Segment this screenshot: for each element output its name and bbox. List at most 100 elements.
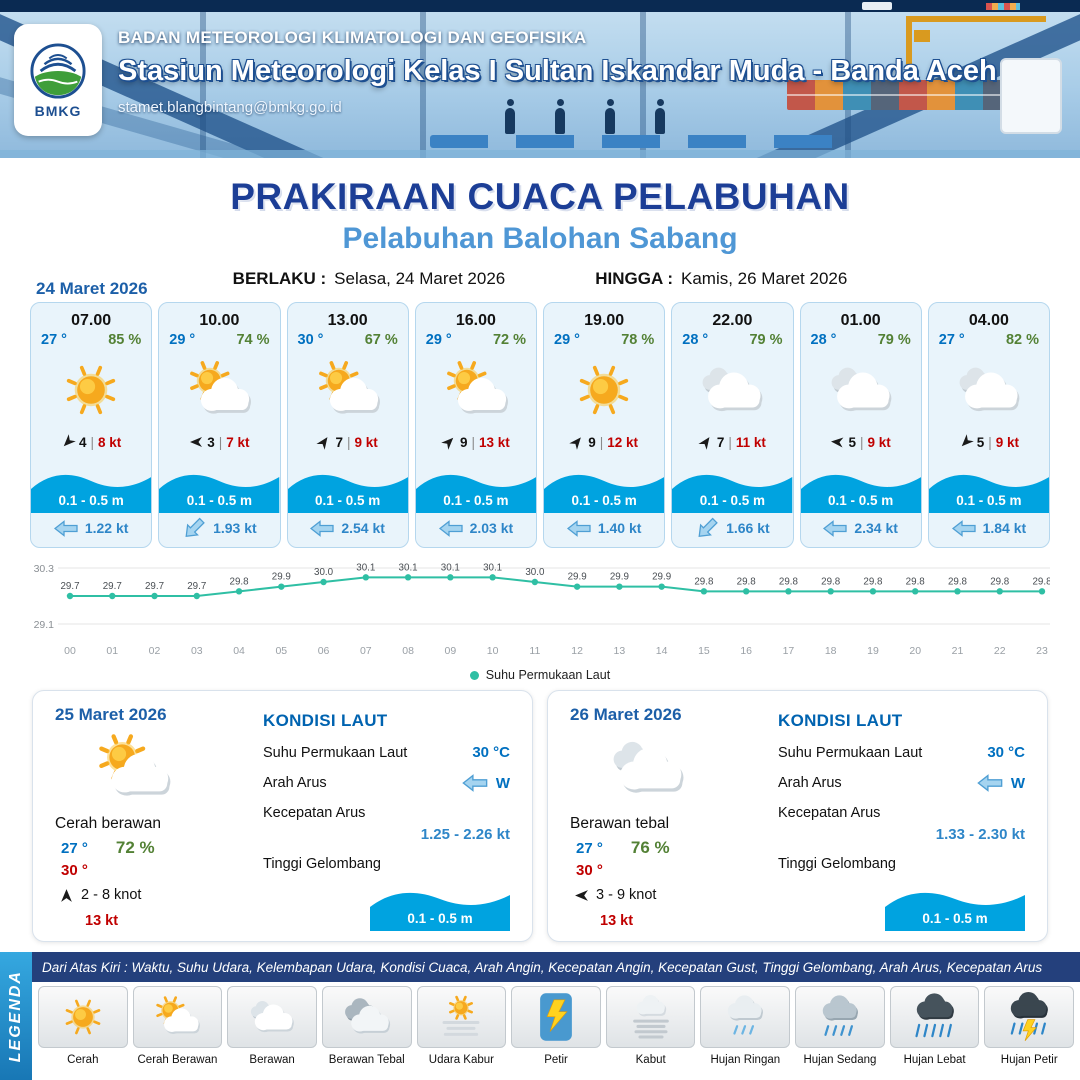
weather-icon bbox=[302, 349, 394, 431]
wind-speed: 5 bbox=[848, 434, 856, 450]
sea-heading: KONDISI LAUT bbox=[778, 711, 903, 730]
current-direction-icon bbox=[693, 514, 722, 543]
forecast-card: 10.00 29 ° 74 % 3 | 7 kt 0.1 - 0.5 m 1.9… bbox=[158, 302, 281, 548]
wind-speed: 4 bbox=[78, 434, 87, 450]
svg-text:22: 22 bbox=[994, 645, 1006, 657]
person-silhouette bbox=[655, 99, 665, 134]
berlaku-label: BERLAKU : bbox=[232, 269, 327, 288]
temp-humidity-row: 30 ° 67 % bbox=[288, 330, 408, 348]
legend-label: Udara Kabur bbox=[428, 1054, 494, 1066]
wave-row: Tinggi Gelombang bbox=[778, 856, 1025, 872]
wave-height-band: 0.1 - 0.5 m bbox=[885, 885, 1025, 931]
forecast-time: 13.00 bbox=[327, 312, 368, 329]
temp-max: 30 ° bbox=[61, 862, 88, 879]
bmkg-emblem-icon bbox=[30, 42, 86, 99]
header-text: BADAN METEOROLOGI KLIMATOLOGI DAN GEOFIS… bbox=[118, 28, 997, 116]
current-direction-value: W bbox=[462, 774, 510, 792]
svg-text:29.9: 29.9 bbox=[272, 572, 291, 583]
current-direction-row: Arah Arus W bbox=[263, 774, 510, 792]
svg-text:02: 02 bbox=[149, 645, 161, 657]
svg-text:29.7: 29.7 bbox=[60, 581, 79, 592]
wind-direction-icon bbox=[59, 888, 74, 903]
weather-icon bbox=[605, 986, 696, 1048]
weather-icon bbox=[227, 986, 317, 1048]
bmkg-logo-text: BMKG bbox=[34, 102, 82, 119]
wind-row: 3 | 7 kt bbox=[189, 431, 250, 453]
legend-label: Hujan Petir bbox=[1000, 1054, 1058, 1066]
legend-dot-icon bbox=[469, 670, 479, 680]
svg-text:01: 01 bbox=[106, 645, 118, 657]
wave-height: 0.1 - 0.5 m bbox=[58, 493, 124, 508]
current-speed: 1.84 kt bbox=[982, 520, 1027, 536]
wind-row: 3 - 9 knot bbox=[574, 887, 656, 903]
temp-humidity-row: 29 ° 78 % bbox=[544, 330, 664, 348]
svg-text:06: 06 bbox=[318, 645, 330, 657]
svg-text:14: 14 bbox=[656, 645, 668, 657]
person-silhouette bbox=[505, 99, 515, 134]
day-card: 25 Maret 2026 Cerah berawan 27 ° 72 % 30… bbox=[32, 690, 533, 942]
terminal-floor bbox=[0, 150, 1080, 158]
svg-text:00: 00 bbox=[64, 645, 76, 657]
divider: | bbox=[90, 434, 94, 450]
svg-text:05: 05 bbox=[275, 645, 287, 657]
current-speed: 2.54 kt bbox=[341, 520, 385, 536]
gust-speed: 8 kt bbox=[98, 434, 122, 450]
legend-label: Cerah Berawan bbox=[137, 1054, 218, 1066]
divider: | bbox=[346, 434, 351, 450]
temps-row: 27 ° 76 % bbox=[576, 838, 670, 858]
wave-height: 0.1 - 0.5 m bbox=[699, 493, 766, 508]
svg-text:29.8: 29.8 bbox=[737, 576, 757, 587]
wind-direction-icon bbox=[830, 434, 845, 449]
cargo-ship-silhouette bbox=[986, 3, 1020, 10]
current-direction-icon bbox=[310, 519, 334, 537]
wind-speed: 7 bbox=[335, 434, 343, 450]
header-banner: BMKG BADAN METEOROLOGI KLIMATOLOGI DAN G… bbox=[0, 0, 1080, 158]
air-temp: 30 ° bbox=[297, 332, 324, 348]
weather-icon bbox=[700, 986, 791, 1048]
humidity: 76 % bbox=[630, 838, 670, 857]
air-temp: 29 ° bbox=[425, 332, 452, 348]
svg-text:29.8: 29.8 bbox=[906, 576, 926, 587]
svg-text:20: 20 bbox=[909, 645, 921, 657]
svg-text:29.8: 29.8 bbox=[1032, 576, 1050, 587]
divider: | bbox=[599, 434, 604, 450]
agency-name: BADAN METEOROLOGI KLIMATOLOGI DAN GEOFIS… bbox=[118, 28, 587, 47]
wind-direction-icon bbox=[567, 432, 587, 452]
current-speed-row: Kecepatan Arus bbox=[263, 805, 510, 821]
gust-speed: 9 kt bbox=[867, 434, 891, 450]
svg-text:04: 04 bbox=[233, 645, 245, 657]
window-mullion bbox=[200, 12, 206, 158]
current-direction-value: W bbox=[977, 774, 1025, 792]
wave-height: 0.1 - 0.5 m bbox=[571, 493, 637, 508]
gust-speed: 11 kt bbox=[735, 434, 766, 450]
weather-icon bbox=[38, 986, 128, 1048]
condition-text: Berawan tebal bbox=[570, 815, 670, 832]
gust-speed: 13 kt bbox=[600, 913, 634, 929]
svg-text:30.1: 30.1 bbox=[356, 562, 375, 573]
svg-text:29.8: 29.8 bbox=[694, 576, 714, 587]
temp-humidity-row: 29 ° 72 % bbox=[416, 330, 536, 348]
wind-direction-icon bbox=[696, 432, 715, 451]
info-screen bbox=[1000, 58, 1062, 134]
svg-text:21: 21 bbox=[952, 645, 964, 657]
weather-icon bbox=[69, 725, 197, 811]
wind-row: 4 | 8 kt bbox=[61, 431, 121, 453]
daily-forecast-row: 25 Maret 2026 Cerah berawan 27 ° 72 % 30… bbox=[32, 690, 1048, 942]
sst-chart: 30.3 29.1 29.7 00 29.7 01 29.7 02 29.7 03 29.8 04 29… bbox=[30, 552, 1053, 670]
temp-min: 27 ° bbox=[61, 840, 88, 857]
legend-label: Kabut bbox=[635, 1054, 666, 1066]
station-email: stamet.blangbintang@bmkg.go.id bbox=[118, 99, 342, 116]
current-direction-text: W bbox=[1010, 774, 1025, 792]
legend-item: Petir bbox=[511, 986, 601, 1080]
humidity: 72 % bbox=[115, 838, 155, 857]
svg-text:29.7: 29.7 bbox=[145, 581, 164, 592]
forecast-card: 22.00 28 ° 79 % 7 | 11 kt 0.1 - 0.5 m 1.… bbox=[671, 302, 794, 548]
divider: | bbox=[471, 434, 475, 450]
sea-conditions: KONDISI LAUT Suhu Permukaan Laut 30 °C A… bbox=[263, 711, 510, 931]
harbor-crane bbox=[906, 16, 1046, 74]
weather-icon bbox=[321, 986, 412, 1048]
svg-text:07: 07 bbox=[360, 645, 372, 657]
day-card: 26 Maret 2026 Berawan tebal 27 ° 76 % 30… bbox=[547, 690, 1048, 942]
air-temp: 28 ° bbox=[682, 332, 709, 348]
weather-icon bbox=[889, 986, 980, 1048]
